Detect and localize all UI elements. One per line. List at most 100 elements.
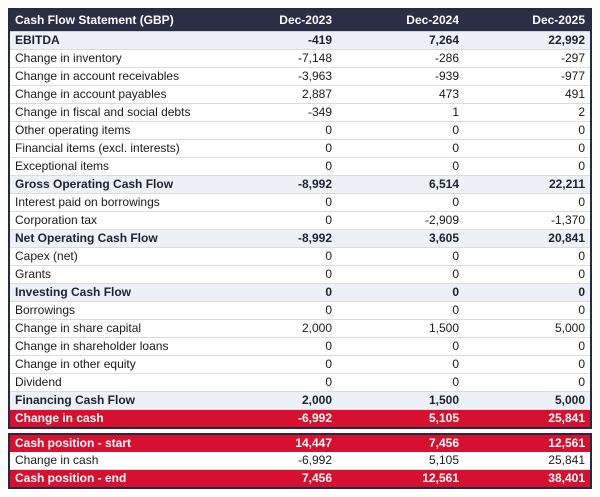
- table-row: Corporation tax 0 -2,909 -1,370: [9, 211, 591, 230]
- row-label: Corporation tax: [9, 211, 210, 230]
- cell-value: 0: [464, 265, 591, 284]
- cell-value: 2: [464, 103, 591, 122]
- table-row: Change in fiscal and social debts -349 1 2: [9, 103, 591, 122]
- cell-value: 5,105: [337, 452, 464, 470]
- cell-value: -6,992: [210, 452, 337, 470]
- cell-value: -8,992: [210, 175, 337, 194]
- cell-value: 0: [464, 121, 591, 140]
- cell-value: 473: [337, 85, 464, 104]
- cell-value: 0: [464, 373, 591, 392]
- table-row: Gross Operating Cash Flow -8,992 6,514 22,2…: [9, 175, 591, 194]
- row-label: Change in other equity: [9, 355, 210, 374]
- table-row: Dividend 0 0 0: [9, 373, 591, 392]
- cell-value: -3,963: [210, 67, 337, 86]
- row-label: Interest paid on borrowings: [9, 193, 210, 212]
- cell-value: 0: [210, 337, 337, 356]
- table-row: Change in other equity 0 0 0: [9, 355, 591, 374]
- table-row: Change in shareholder loans 0 0 0: [9, 337, 591, 356]
- cell-value: -297: [464, 49, 591, 68]
- cell-value: 12,561: [464, 434, 591, 452]
- table-row: Other operating items 0 0 0: [9, 121, 591, 140]
- row-label: Investing Cash Flow: [9, 283, 210, 302]
- cell-value: 3,605: [337, 229, 464, 248]
- column-header-dec-2023: Dec-2023: [210, 9, 337, 32]
- cell-value: 5,105: [337, 409, 464, 428]
- row-label: Financial items (excl. interests): [9, 139, 210, 158]
- table-row: Grants 0 0 0: [9, 265, 591, 284]
- row-label: Capex (net): [9, 247, 210, 266]
- table-row: Change in inventory -7,148 -286 -297: [9, 49, 591, 68]
- row-label: Exceptional items: [9, 157, 210, 176]
- cell-value: 20,841: [464, 229, 591, 248]
- cell-value: 0: [210, 355, 337, 374]
- row-label: Change in fiscal and social debts: [9, 103, 210, 122]
- cell-value: 5,000: [464, 319, 591, 338]
- table-row: Investing Cash Flow 0 0 0: [9, 283, 591, 302]
- table-row: Capex (net) 0 0 0: [9, 247, 591, 266]
- cell-value: -1,370: [464, 211, 591, 230]
- row-label: Grants: [9, 265, 210, 284]
- cell-value: 22,992: [464, 31, 591, 50]
- cell-value: 0: [210, 157, 337, 176]
- cell-value: 0: [210, 301, 337, 320]
- cell-value: 0: [464, 193, 591, 212]
- cell-value: 2,000: [210, 391, 337, 410]
- cell-value: 0: [210, 265, 337, 284]
- cell-value: 0: [337, 283, 464, 302]
- row-label: Cash position - start: [9, 434, 210, 452]
- cell-value: 25,841: [464, 452, 591, 470]
- table-title: Cash Flow Statement (GBP): [9, 9, 210, 32]
- cell-value: 0: [337, 301, 464, 320]
- cell-value: 0: [210, 193, 337, 212]
- cell-value: 0: [210, 211, 337, 230]
- row-label: EBITDA: [9, 31, 210, 50]
- table-row: Cash position - end 7,456 12,561 38,401: [9, 469, 591, 488]
- cell-value: -8,992: [210, 229, 337, 248]
- column-header-dec-2024: Dec-2024: [337, 9, 464, 32]
- cell-value: 0: [464, 301, 591, 320]
- cell-value: -939: [337, 67, 464, 86]
- cell-value: 0: [337, 121, 464, 140]
- cell-value: 1,500: [337, 319, 464, 338]
- cell-value: 0: [464, 157, 591, 176]
- cell-value: 0: [337, 247, 464, 266]
- row-label: Other operating items: [9, 121, 210, 140]
- table-row: Financial items (excl. interests) 0 0 0: [9, 139, 591, 158]
- row-label: Borrowings: [9, 301, 210, 320]
- row-label: Change in inventory: [9, 49, 210, 68]
- cell-value: 2,000: [210, 319, 337, 338]
- cell-value: 1: [337, 103, 464, 122]
- table-row: Change in cash -6,992 5,105 25,841: [9, 409, 591, 428]
- row-label: Net Operating Cash Flow: [9, 229, 210, 248]
- table-row: Change in account receivables -3,963 -939-…: [9, 67, 591, 86]
- cell-value: 0: [210, 139, 337, 158]
- table-row: Interest paid on borrowings 0 0 0: [9, 193, 591, 212]
- cell-value: 0: [464, 247, 591, 266]
- cell-value: -6,992: [210, 409, 337, 428]
- cell-value: 0: [464, 337, 591, 356]
- cell-value: 0: [337, 265, 464, 284]
- table-row: EBITDA -419 7,264 22,992: [9, 31, 591, 50]
- row-label: Change in shareholder loans: [9, 337, 210, 356]
- cash-flow-table: Cash Flow Statement (GBP) Dec-2023 Dec-2…: [8, 8, 592, 429]
- cell-value: 0: [210, 247, 337, 266]
- table-row: Net Operating Cash Flow -8,992 3,605 20,841: [9, 229, 591, 248]
- cell-value: 7,456: [210, 469, 337, 488]
- row-label: Change in account receivables: [9, 67, 210, 86]
- cell-value: 38,401: [464, 469, 591, 488]
- cell-value: 0: [337, 193, 464, 212]
- cell-value: -977: [464, 67, 591, 86]
- cell-value: 0: [337, 139, 464, 158]
- row-label: Change in cash: [9, 409, 210, 428]
- cell-value: 6,514: [337, 175, 464, 194]
- cell-value: 0: [464, 283, 591, 302]
- cell-value: 12,561: [337, 469, 464, 488]
- cell-value: -7,148: [210, 49, 337, 68]
- cell-value: 25,841: [464, 409, 591, 428]
- cash-position-summary-table: Cash position - start 14,447 7,456 12,561 Ch…: [8, 433, 592, 489]
- cell-value: 0: [464, 139, 591, 158]
- row-label: Change in cash: [9, 452, 210, 470]
- cell-value: -2,909: [337, 211, 464, 230]
- cell-value: 7,264: [337, 31, 464, 50]
